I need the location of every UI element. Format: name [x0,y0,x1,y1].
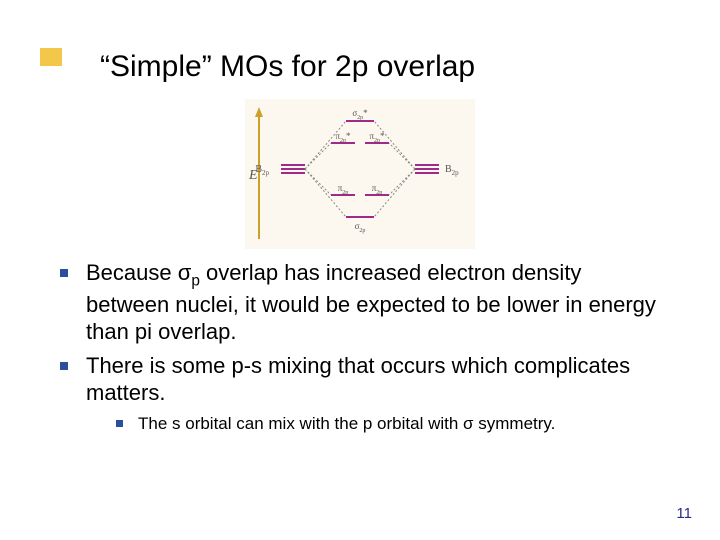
svg-text:B2p: B2p [445,164,459,177]
slide-title: “Simple” MOs for 2p overlap [100,50,720,84]
body-list: Because σp overlap has increased electro… [0,259,720,435]
page-number: 11 [676,505,692,522]
b2p-right: B2p [415,164,459,177]
mo-diagram: E B2p B2p σ2p* π2p* π2p* π2p π2p σ2p [245,99,475,249]
mo-diagram-svg: E B2p B2p σ2p* π2p* π2p* π2p π2p σ2p [245,99,475,249]
svg-text:σ2p: σ2p [355,221,366,234]
label-sigma-star: σ2p* [352,108,368,121]
title-accent-square [40,48,70,68]
bullet-2-sub-1: The s orbital can mix with the p orbital… [116,413,670,435]
bullet-2: There is some p-s mixing that occurs whi… [60,352,670,435]
bullet-1: Because σp overlap has increased electro… [60,259,670,346]
b2p-left: B2p [255,164,305,177]
